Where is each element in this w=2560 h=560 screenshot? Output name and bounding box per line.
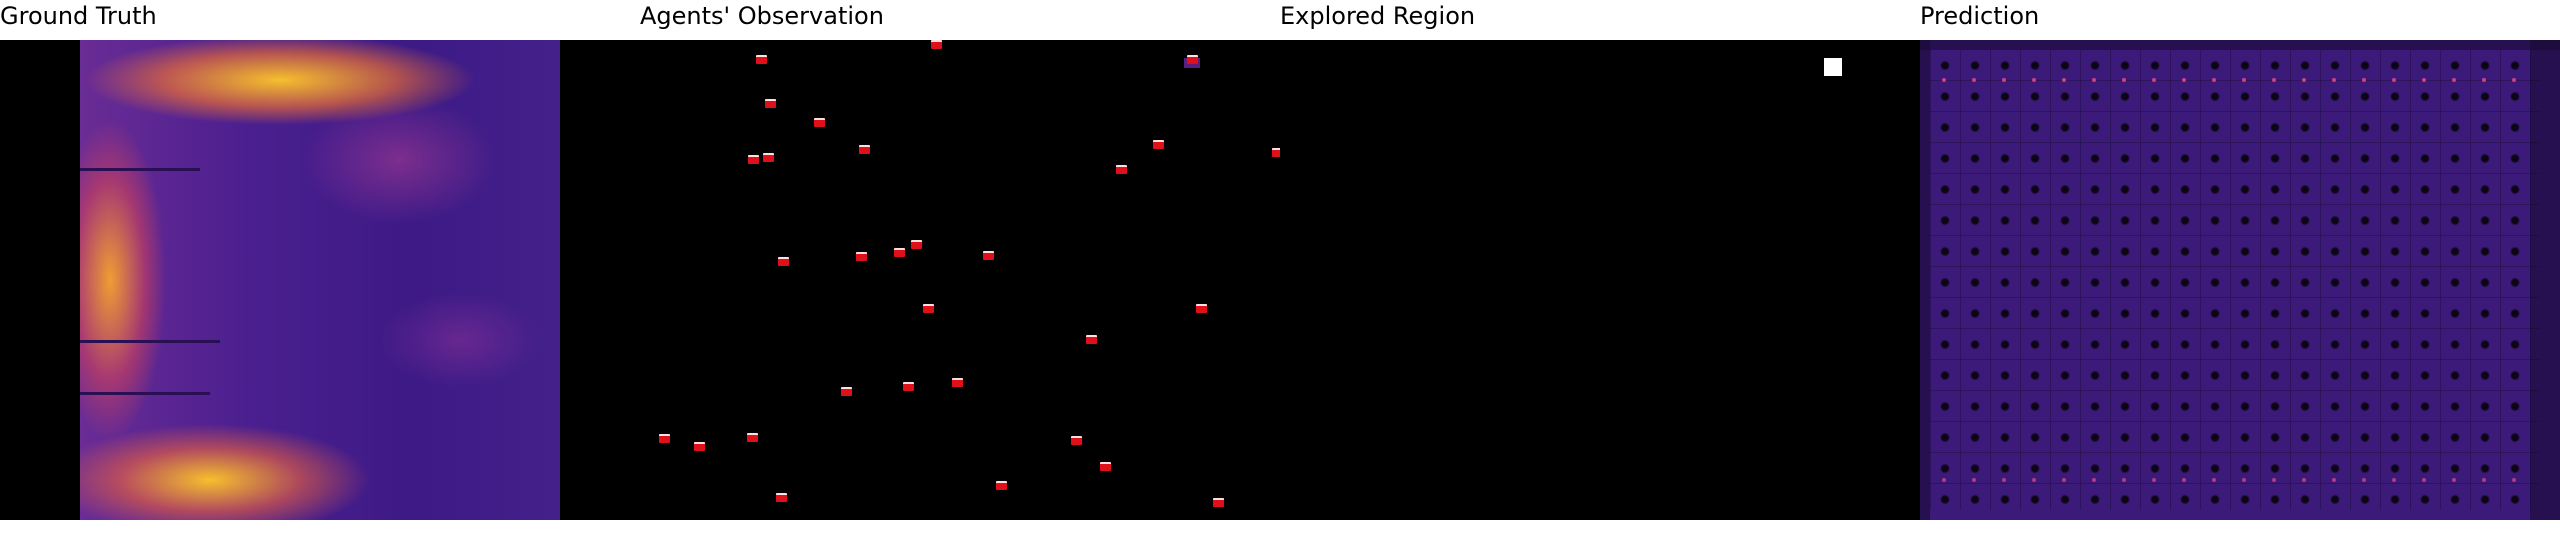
agent-marker [1272,148,1280,157]
prediction-hotspot [2272,478,2276,482]
explored-panel [1280,40,1920,520]
prediction-hotspot [2362,78,2366,82]
prediction-hotspot [2242,78,2246,82]
prediction-hotspot [2122,78,2126,82]
prediction-hotspot [2122,478,2126,482]
prediction-hotspot [2152,78,2156,82]
ground-truth-heatmap [80,40,560,520]
prediction-hotspot [2422,478,2426,482]
prediction-hotspot [2452,78,2456,82]
prediction-hotspot [2002,78,2006,82]
prediction-hotspot [2032,78,2036,82]
prediction-hotspot [2062,478,2066,482]
agent-marker [1196,304,1207,313]
prediction-hotspot [2482,78,2486,82]
agent-marker [756,55,767,64]
prediction-edge [1920,40,2560,50]
agent-marker [1116,165,1127,174]
agent-marker [694,442,705,451]
prediction-edge [1920,40,1930,520]
agent-marker [903,382,914,391]
prediction-hotspot [2242,478,2246,482]
observation-panel [640,40,1280,520]
prediction-hotspot [2182,78,2186,82]
prediction-heatmap [1930,50,2540,510]
prediction-hotspot [2032,478,2036,482]
prediction-hotspot [2212,478,2216,482]
agent-marker [1086,335,1097,344]
agent-marker [923,304,934,313]
agent-marker [996,481,1007,490]
agent-marker [894,248,905,257]
prediction-hotspot [2212,78,2216,82]
prediction-hotspot [2302,78,2306,82]
agent-marker [931,40,942,49]
prediction-hotspot [2362,478,2366,482]
heatmap-band [80,392,210,395]
prediction-hotspot [2092,478,2096,482]
agent-marker [983,251,994,260]
agent-marker [765,99,776,108]
agent-marker [1153,140,1164,149]
agent-marker [841,387,852,396]
prediction-hotspot [1972,478,1976,482]
explored-title: Explored Region [1280,2,1476,30]
agent-marker [1100,462,1111,471]
prediction-hotspot [2392,478,2396,482]
prediction-hotspot [1942,478,1946,482]
agent-marker [814,118,825,127]
prediction-hotspot [2182,478,2186,482]
agent-marker [778,257,789,266]
prediction-hotspot [2002,478,2006,482]
ground-truth-title: Ground Truth [0,2,157,30]
agent-marker [659,434,670,443]
agent-marker [911,240,922,249]
prediction-panel [1920,40,2560,520]
prediction-title: Prediction [1920,2,2040,30]
agent-marker [1071,436,1082,445]
agent-marker [856,252,867,261]
agent-marker [859,145,870,154]
prediction-hotspot [2452,478,2456,482]
prediction-hotspot [2152,478,2156,482]
prediction-hotspot [2332,478,2336,482]
prediction-hotspot [2512,478,2516,482]
prediction-hotspot [1972,78,1976,82]
observation-title: Agents' Observation [640,2,884,30]
ground-truth-panel [0,40,640,520]
agent-marker [1187,55,1198,64]
prediction-hotspot [2272,78,2276,82]
prediction-hotspot [2392,78,2396,82]
agent-marker [1213,498,1224,507]
agent-marker [747,433,758,442]
explored-cell [1824,58,1842,76]
prediction-hotspot [2332,78,2336,82]
prediction-hotspot [2512,78,2516,82]
prediction-hotspot [2482,478,2486,482]
heatmap-band [80,340,220,343]
prediction-hotspot [2302,478,2306,482]
agent-marker [748,155,759,164]
prediction-hotspot [2062,78,2066,82]
prediction-hotspot [1942,78,1946,82]
agent-marker [763,153,774,162]
agent-marker [776,493,787,502]
prediction-hotspot [2422,78,2426,82]
prediction-hotspot [2092,78,2096,82]
agent-marker [952,378,963,387]
heatmap-band [80,168,200,171]
